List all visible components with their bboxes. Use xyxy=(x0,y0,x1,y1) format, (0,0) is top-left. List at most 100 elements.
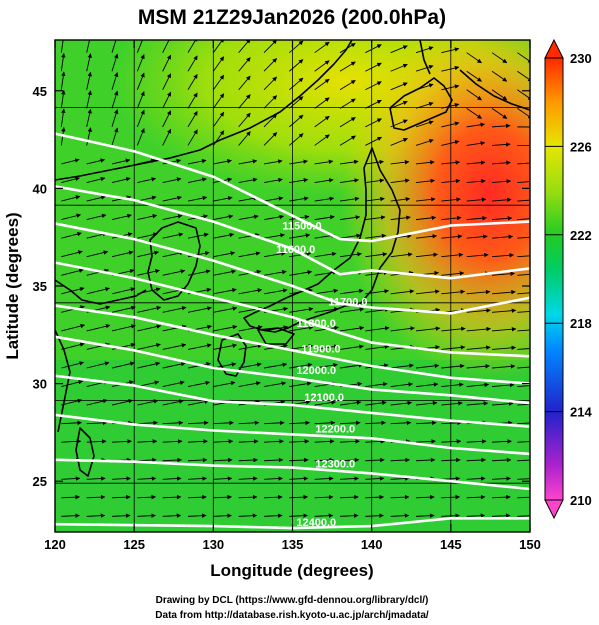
y-axis-label: Latitude (degrees) xyxy=(3,212,22,359)
wind-arrow xyxy=(187,439,208,444)
wind-arrow xyxy=(111,177,131,183)
wind-arrow xyxy=(187,457,208,463)
wind-arrow xyxy=(339,159,359,165)
wind-arrow xyxy=(339,439,360,444)
wind-arrow xyxy=(491,107,508,119)
wind-arrow xyxy=(466,197,487,202)
height-contour-line xyxy=(55,374,530,428)
wind-arrow xyxy=(466,70,482,82)
wind-arrow xyxy=(61,158,80,165)
wind-arrow xyxy=(415,46,434,54)
wind-arrow xyxy=(212,74,225,91)
wind-arrow xyxy=(390,457,410,463)
wind-arrow xyxy=(162,380,185,387)
wind-arrow xyxy=(61,213,82,221)
wind-arrow xyxy=(187,513,207,518)
wind-arrow xyxy=(86,439,107,444)
height-contour-line xyxy=(55,261,530,358)
wind-arrow xyxy=(441,457,461,463)
wind-arrow xyxy=(491,142,511,147)
wind-arrow xyxy=(491,89,508,101)
wind-arrow xyxy=(441,121,460,128)
wind-arrow xyxy=(86,494,106,500)
wind-arrow xyxy=(441,234,463,239)
wind-arrow xyxy=(466,494,486,500)
wind-arrow xyxy=(314,159,334,165)
wind-arrow xyxy=(162,439,183,444)
wind-arrow xyxy=(441,476,461,481)
x-tick-label: 140 xyxy=(361,537,383,552)
contour-label: 11700.0 xyxy=(328,297,367,309)
wind-arrow xyxy=(263,362,288,369)
wind-arrow xyxy=(339,98,356,109)
wind-arrow xyxy=(111,476,131,481)
wind-arrow xyxy=(415,178,436,184)
wind-arrow xyxy=(137,457,157,463)
wind-arrow xyxy=(60,71,66,90)
wind-arrow xyxy=(60,90,66,109)
wind-arrow xyxy=(137,177,157,183)
wind-arrow xyxy=(213,439,234,444)
wind-arrow xyxy=(213,494,233,500)
wind-arrow xyxy=(339,178,359,183)
wind-arrow xyxy=(517,385,530,387)
wind-arrow xyxy=(339,42,356,54)
wind-vectors xyxy=(60,40,530,518)
wind-arrow xyxy=(162,457,182,463)
wind-arrow xyxy=(466,326,491,332)
wind-arrow xyxy=(491,326,517,332)
wind-arrow xyxy=(162,177,182,183)
wind-arrow xyxy=(238,131,251,146)
wind-arrow xyxy=(162,399,184,406)
wind-arrow xyxy=(263,196,284,202)
wind-arrow xyxy=(137,269,160,276)
wind-arrow xyxy=(390,326,415,332)
wind-arrow xyxy=(314,494,334,500)
wind-arrow xyxy=(238,251,261,258)
wind-arrow xyxy=(289,233,311,239)
wind-arrow xyxy=(491,364,516,369)
wind-arrow xyxy=(162,91,172,109)
wind-arrow xyxy=(111,494,131,500)
wind-arrow xyxy=(213,196,233,202)
wind-arrow xyxy=(339,420,361,426)
coastline-japan-shikoku xyxy=(257,327,295,345)
wind-arrow xyxy=(137,439,158,444)
wind-arrow xyxy=(339,251,362,258)
wind-arrow xyxy=(339,513,359,518)
wind-arrow xyxy=(415,363,440,369)
wind-arrow xyxy=(390,363,414,369)
wind-arrow xyxy=(61,176,80,183)
wind-arrow xyxy=(162,361,186,369)
credit-data-source: Data from http://database.rish.kyoto-u.a… xyxy=(155,610,429,621)
wind-arrow xyxy=(263,214,285,221)
wind-arrow xyxy=(517,459,530,462)
chart-title: MSM 21Z29Jan2026 (200.0hPa) xyxy=(138,6,446,29)
wind-arrow xyxy=(491,234,514,240)
wind-arrow xyxy=(238,325,263,332)
coastline-taiwan xyxy=(75,427,95,477)
wind-arrow xyxy=(111,158,131,165)
height-contour-line xyxy=(55,458,530,491)
colorbar-top-extension xyxy=(544,38,564,59)
wind-arrow xyxy=(365,476,385,481)
wind-arrow xyxy=(111,361,135,369)
wind-arrow xyxy=(86,108,92,127)
wind-arrow xyxy=(314,400,336,406)
y-tick-label: 40 xyxy=(33,181,47,196)
y-tick-label: 45 xyxy=(33,84,47,99)
wind-arrow xyxy=(517,181,530,183)
wind-arrow xyxy=(517,496,530,499)
wind-arrow xyxy=(162,306,187,313)
wind-arrow xyxy=(314,215,335,221)
wind-arrow xyxy=(111,439,132,444)
wind-arrow xyxy=(137,343,161,350)
wind-arrow xyxy=(314,134,330,146)
wind-arrow xyxy=(213,324,238,332)
wind-arrow xyxy=(136,91,145,109)
wind-arrow xyxy=(365,344,390,350)
wind-arrow xyxy=(289,439,310,444)
wind-arrow xyxy=(162,128,172,146)
colorbar: 210 214 218 222 226 230 xyxy=(544,38,592,520)
wind-arrow xyxy=(390,63,408,72)
